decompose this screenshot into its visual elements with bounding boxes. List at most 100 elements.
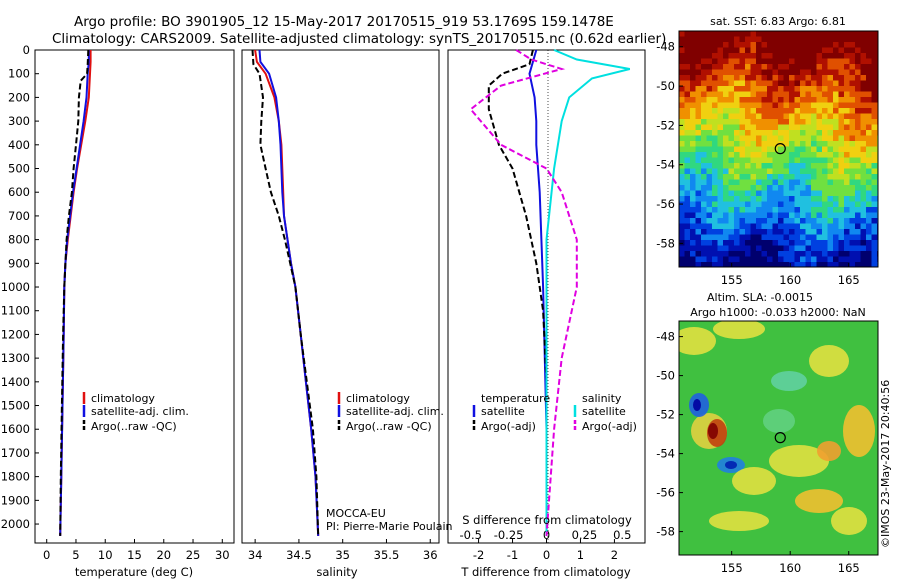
- sst-cell: [778, 234, 784, 241]
- sst-cell: [761, 196, 768, 202]
- sst-cell: [761, 69, 768, 76]
- sst-cell: [745, 124, 751, 131]
- sst-cell: [816, 53, 823, 59]
- sst-cell: [679, 80, 685, 87]
- sst-cell: [844, 69, 850, 76]
- sst-cell: [739, 80, 746, 87]
- sst-cell: [833, 75, 839, 81]
- sst-cell: [860, 146, 867, 153]
- sst-cell: [778, 86, 784, 92]
- sst-cell: [745, 75, 751, 81]
- sst-cell: [723, 124, 729, 131]
- sst-cell: [750, 86, 757, 92]
- sst-cell: [739, 75, 746, 81]
- sst-cell: [756, 146, 762, 153]
- sst-cell: [855, 124, 861, 131]
- sst-cell: [728, 256, 735, 263]
- x-tick-label: 5: [72, 548, 79, 562]
- sst-cell: [739, 102, 746, 109]
- sst-cell: [789, 102, 795, 109]
- sst-cell: [706, 207, 713, 213]
- sst-cell: [750, 124, 757, 131]
- sst-cell: [723, 223, 729, 230]
- sst-cell: [816, 234, 823, 241]
- sst-cell: [679, 245, 685, 252]
- sst-cell: [690, 152, 696, 158]
- sst-cell: [745, 97, 751, 103]
- sst-cell: [728, 53, 735, 59]
- sst-cell: [866, 179, 872, 186]
- sst-cell: [827, 53, 834, 59]
- sst-cell: [734, 201, 740, 208]
- sst-cell: [723, 75, 729, 81]
- sst-cell: [756, 141, 762, 147]
- x-tick-label: 35: [335, 548, 350, 562]
- sst-cell: [750, 207, 757, 213]
- sst-cell: [827, 42, 834, 48]
- depth-tick-label: 1500: [1, 399, 30, 413]
- map-lat-label: -58: [656, 236, 675, 250]
- sst-cell: [794, 135, 801, 142]
- sst-cell: [849, 31, 856, 37]
- sst-cell: [690, 108, 696, 114]
- sst-cell: [827, 201, 834, 208]
- sst-cell: [849, 190, 856, 197]
- sst-cell: [855, 146, 861, 153]
- sla-map-title: Altim. SLA: -0.0015: [707, 291, 813, 304]
- sst-cell: [772, 157, 779, 164]
- sst-cell: [750, 157, 757, 164]
- sst-cell: [811, 75, 817, 81]
- sst-cell: [783, 168, 790, 175]
- sst-cell: [822, 47, 828, 54]
- sst-cell: [838, 251, 845, 257]
- sst-cell: [728, 141, 735, 147]
- sst-cell: [783, 234, 790, 241]
- salinity-xlabel: salinity: [316, 565, 357, 579]
- sst-cell: [849, 80, 856, 87]
- sst-cell: [690, 53, 696, 59]
- sst-cell: [761, 174, 768, 180]
- sst-cell: [679, 108, 685, 114]
- sst-cell: [701, 97, 707, 103]
- sst-cell: [849, 256, 856, 263]
- sst-cell: [706, 262, 713, 267]
- sst-cell: [844, 218, 850, 224]
- sst-cell: [750, 58, 757, 65]
- sst-cell: [739, 152, 746, 158]
- sst-cell: [728, 185, 735, 191]
- sst-cell: [844, 223, 850, 230]
- sst-cell: [756, 245, 762, 252]
- sst-cell: [833, 124, 839, 131]
- sst-cell: [690, 102, 696, 109]
- sst-cell: [750, 168, 757, 175]
- sst-cell: [695, 69, 702, 76]
- sst-cell: [723, 201, 729, 208]
- sst-cell: [745, 146, 751, 153]
- sst-cell: [750, 234, 757, 241]
- sst-cell: [690, 31, 696, 37]
- sst-cell: [695, 119, 702, 125]
- depth-tick-label: 1600: [1, 422, 30, 436]
- sst-cell: [728, 168, 735, 175]
- sst-cell: [866, 31, 872, 37]
- sst-cell: [844, 174, 850, 180]
- sst-cell: [866, 262, 872, 267]
- sst-cell: [871, 179, 878, 186]
- sst-cell: [849, 130, 856, 136]
- sst-cell: [822, 113, 828, 120]
- sst-cell: [844, 135, 850, 142]
- sst-cell: [734, 113, 740, 120]
- sst-cell: [816, 240, 823, 246]
- s-diff-tick-label: 0.5: [613, 528, 631, 542]
- sst-cell: [794, 53, 801, 59]
- sst-cell: [849, 102, 856, 109]
- sst-cell: [827, 113, 834, 120]
- sst-cell: [844, 47, 850, 54]
- sst-cell: [778, 190, 784, 197]
- sst-cell: [827, 207, 834, 213]
- sst-cell: [871, 86, 878, 92]
- sst-cell: [772, 113, 779, 120]
- sst-cell: [767, 53, 773, 59]
- sst-cell: [772, 174, 779, 180]
- sst-cell: [811, 212, 817, 219]
